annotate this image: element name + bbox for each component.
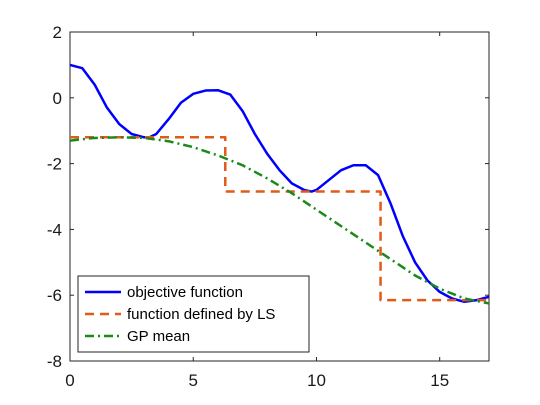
y-tick-label: -4 xyxy=(47,220,62,239)
x-tick-label: 0 xyxy=(65,371,74,390)
y-tick-label: 2 xyxy=(53,23,62,42)
legend-label-function-defined-by-ls: function defined by LS xyxy=(127,306,275,323)
y-axis-ticks: -8 -6 -4 -2 0 2 xyxy=(47,23,489,371)
legend-label-objective-function: objective function xyxy=(127,284,243,301)
series-line-gp-mean xyxy=(69,136,490,305)
x-tick-label: 10 xyxy=(307,371,326,390)
series-line-function-defined-by-ls xyxy=(70,136,489,302)
x-tick-label: 15 xyxy=(430,371,449,390)
legend: objective function function defined by L… xyxy=(77,275,310,353)
series-line-objective-function xyxy=(69,63,490,304)
y-tick-label: -8 xyxy=(47,352,62,371)
y-tick-label: 0 xyxy=(53,89,62,108)
x-axis-ticks: 0 5 10 15 xyxy=(65,32,449,390)
series-layer xyxy=(69,63,490,305)
y-tick-label: -2 xyxy=(47,155,62,174)
legend-label-gp-mean: GP mean xyxy=(127,328,190,345)
y-tick-label: -6 xyxy=(47,286,62,305)
x-tick-label: 5 xyxy=(189,371,198,390)
